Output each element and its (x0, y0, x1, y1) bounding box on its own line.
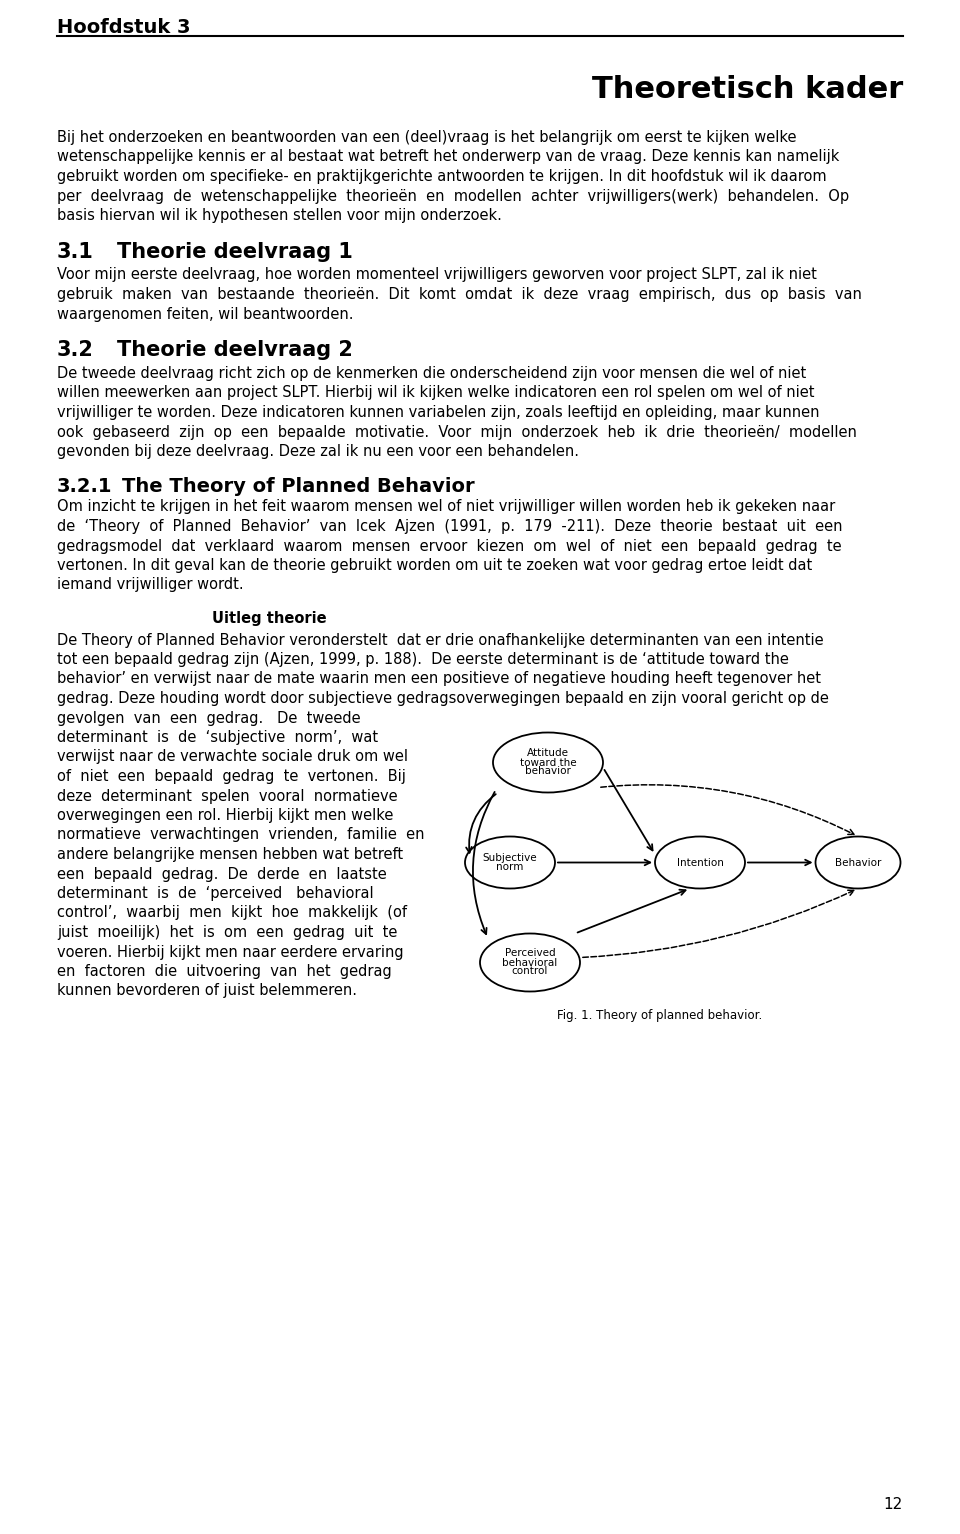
Text: en  factoren  die  uitvoering  van  het  gedrag: en factoren die uitvoering van het gedra… (57, 963, 392, 979)
Text: Fig. 1. Theory of planned behavior.: Fig. 1. Theory of planned behavior. (558, 1009, 762, 1023)
Text: gevonden bij deze deelvraag. Deze zal ik nu een voor een behandelen.: gevonden bij deze deelvraag. Deze zal ik… (57, 443, 579, 459)
Text: wetenschappelijke kennis er al bestaat wat betreft het onderwerp van de vraag. D: wetenschappelijke kennis er al bestaat w… (57, 149, 839, 164)
Text: Theorie deelvraag 2: Theorie deelvraag 2 (117, 341, 353, 360)
Text: Perceived: Perceived (505, 948, 555, 959)
Text: 3.2: 3.2 (57, 341, 94, 360)
Text: de  ‘Theory  of  Planned  Behavior’  van  Icek  Ajzen  (1991,  p.  179  -211).  : de ‘Theory of Planned Behavior’ van Icek… (57, 518, 843, 534)
Text: determinant  is  de  ‘subjective  norm’,  wat: determinant is de ‘subjective norm’, wat (57, 730, 378, 746)
Text: deze  determinant  spelen  vooral  normatieve: deze determinant spelen vooral normatiev… (57, 788, 397, 804)
Text: Bij het onderzoeken en beantwoorden van een (deel)vraag is het belangrijk om eer: Bij het onderzoeken en beantwoorden van … (57, 130, 797, 146)
Text: Subjective: Subjective (483, 853, 538, 864)
Text: 3.2.1: 3.2.1 (57, 477, 112, 497)
Text: behavior’ en verwijst naar de mate waarin men een positieve of negatieve houding: behavior’ en verwijst naar de mate waari… (57, 672, 821, 687)
Text: De Theory of Planned Behavior veronderstelt  dat er drie onafhankelijke determin: De Theory of Planned Behavior veronderst… (57, 632, 824, 647)
Text: normatieve  verwachtingen  vrienden,  familie  en: normatieve verwachtingen vrienden, famil… (57, 827, 424, 842)
Text: The Theory of Planned Behavior: The Theory of Planned Behavior (122, 477, 474, 497)
Text: voeren. Hierbij kijkt men naar eerdere ervaring: voeren. Hierbij kijkt men naar eerdere e… (57, 945, 403, 959)
Text: 3.1: 3.1 (57, 241, 94, 261)
Text: ook  gebaseerd  zijn  op  een  bepaalde  motivatie.  Voor  mijn  onderzoek  heb : ook gebaseerd zijn op een bepaalde motiv… (57, 425, 857, 440)
Text: vertonen. In dit geval kan de theorie gebruikt worden om uit te zoeken wat voor : vertonen. In dit geval kan de theorie ge… (57, 558, 812, 574)
Text: control: control (512, 966, 548, 977)
Text: norm: norm (496, 862, 524, 871)
Text: gebruikt worden om specifieke- en praktijkgerichte antwoorden te krijgen. In dit: gebruikt worden om specifieke- en prakti… (57, 169, 827, 184)
Text: Theorie deelvraag 1: Theorie deelvraag 1 (117, 241, 353, 261)
Text: basis hiervan wil ik hypothesen stellen voor mijn onderzoek.: basis hiervan wil ik hypothesen stellen … (57, 209, 502, 222)
Text: gedragsmodel  dat  verklaard  waarom  mensen  ervoor  kiezen  om  wel  of  niet : gedragsmodel dat verklaard waarom mensen… (57, 538, 842, 554)
Text: waargenomen feiten, wil beantwoorden.: waargenomen feiten, wil beantwoorden. (57, 307, 353, 322)
Text: gebruik  maken  van  bestaande  theorieën.  Dit  komt  omdat  ik  deze  vraag  e: gebruik maken van bestaande theorieën. D… (57, 287, 862, 302)
Text: andere belangrijke mensen hebben wat betreft: andere belangrijke mensen hebben wat bet… (57, 847, 403, 862)
Text: gedrag. Deze houding wordt door subjectieve gedragsoverwegingen bepaald en zijn : gedrag. Deze houding wordt door subjecti… (57, 690, 828, 706)
Text: vrijwilliger te worden. Deze indicatoren kunnen variabelen zijn, zoals leeftijd : vrijwilliger te worden. Deze indicatoren… (57, 405, 820, 420)
Text: control’,  waarbij  men  kijkt  hoe  makkelijk  (of: control’, waarbij men kijkt hoe makkelij… (57, 905, 407, 920)
Text: Voor mijn eerste deelvraag, hoe worden momenteel vrijwilligers geworven voor pro: Voor mijn eerste deelvraag, hoe worden m… (57, 267, 817, 282)
Text: kunnen bevorderen of juist belemmeren.: kunnen bevorderen of juist belemmeren. (57, 983, 357, 999)
Text: behavior: behavior (525, 767, 571, 776)
Text: 12: 12 (884, 1497, 903, 1513)
Text: determinant  is  de  ‘perceived   behavioral: determinant is de ‘perceived behavioral (57, 887, 373, 900)
Text: gevolgen  van  een  gedrag.   De  tweede: gevolgen van een gedrag. De tweede (57, 710, 361, 726)
Text: iemand vrijwilliger wordt.: iemand vrijwilliger wordt. (57, 577, 244, 592)
Text: een  bepaald  gedrag.  De  derde  en  laatste: een bepaald gedrag. De derde en laatste (57, 867, 387, 882)
Text: Hoofdstuk 3: Hoofdstuk 3 (57, 18, 190, 37)
Text: Intention: Intention (677, 858, 724, 868)
Text: per  deelvraag  de  wetenschappelijke  theorieën  en  modellen  achter  vrijwill: per deelvraag de wetenschappelijke theor… (57, 189, 850, 204)
Text: Attitude: Attitude (527, 749, 569, 758)
Text: behavioral: behavioral (502, 957, 558, 968)
Text: of  niet  een  bepaald  gedrag  te  vertonen.  Bij: of niet een bepaald gedrag te vertonen. … (57, 769, 406, 784)
Text: juist  moeilijk)  het  is  om  een  gedrag  uit  te: juist moeilijk) het is om een gedrag uit… (57, 925, 397, 940)
Text: Uitleg theorie: Uitleg theorie (212, 611, 326, 626)
Text: De tweede deelvraag richt zich op de kenmerken die onderscheidend zijn voor mens: De tweede deelvraag richt zich op de ken… (57, 367, 806, 380)
Text: overwegingen een rol. Hierbij kijkt men welke: overwegingen een rol. Hierbij kijkt men … (57, 808, 394, 824)
Text: willen meewerken aan project SLPT. Hierbij wil ik kijken welke indicatoren een r: willen meewerken aan project SLPT. Hierb… (57, 385, 814, 400)
Text: toward the: toward the (519, 758, 576, 767)
Text: Theoretisch kader: Theoretisch kader (591, 75, 903, 104)
Text: Om inzicht te krijgen in het feit waarom mensen wel of niet vrijwilliger willen : Om inzicht te krijgen in het feit waarom… (57, 500, 835, 514)
Text: verwijst naar de verwachte sociale druk om wel: verwijst naar de verwachte sociale druk … (57, 750, 408, 764)
Text: tot een bepaald gedrag zijn (Ajzen, 1999, p. 188).  De eerste determinant is de : tot een bepaald gedrag zijn (Ajzen, 1999… (57, 652, 789, 667)
Text: Behavior: Behavior (835, 858, 881, 868)
